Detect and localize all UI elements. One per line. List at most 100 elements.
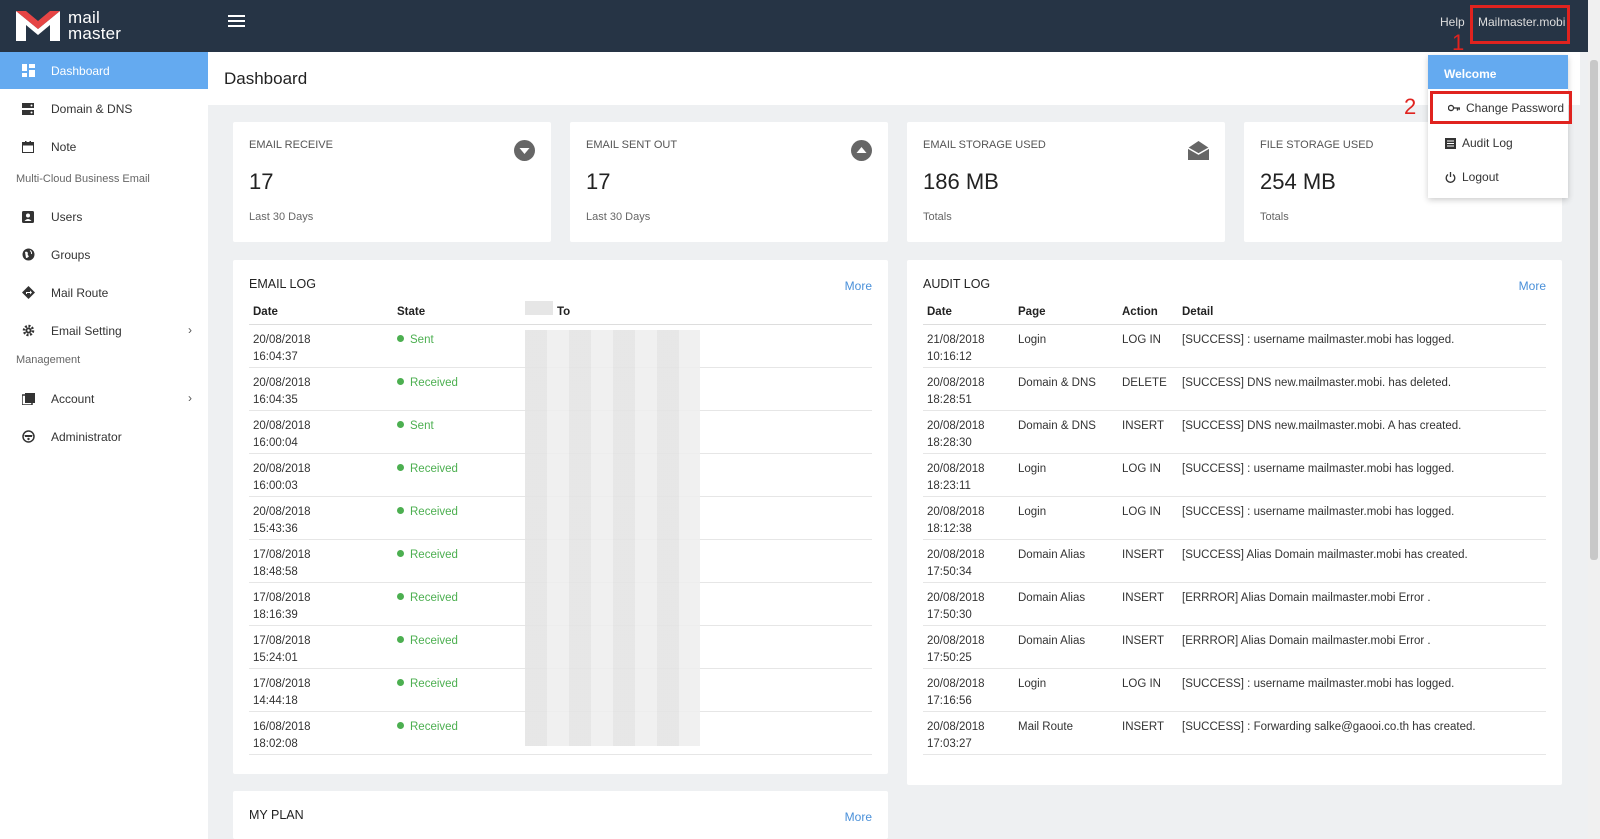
sidebar-item-account[interactable]: Account › bbox=[0, 380, 208, 417]
cell-state: Received bbox=[393, 625, 523, 669]
audit-log-more-link[interactable]: More bbox=[1518, 279, 1546, 293]
cell-detail: [SUCCESS] : Forwarding salke@gaooi.co.th… bbox=[1178, 711, 1546, 755]
sidebar-item-label: Domain & DNS bbox=[51, 101, 133, 116]
column-header-state: State bbox=[393, 300, 523, 325]
stat-card-email-storage: EMAIL STORAGE USED 186 MB Totals bbox=[907, 122, 1225, 242]
column-header-detail: Detail bbox=[1178, 300, 1546, 325]
book-icon bbox=[21, 392, 35, 406]
sidebar-item-domain-dns[interactable]: Domain & DNS bbox=[0, 90, 208, 127]
my-plan-card: MY PLAN More bbox=[233, 791, 888, 839]
menu-item-label: Audit Log bbox=[1462, 136, 1513, 150]
sidebar-item-email-setting[interactable]: Email Setting › bbox=[0, 312, 208, 349]
table-row[interactable]: 20/08/2018 18:28:51 Domain & DNS DELETE [SUC… bbox=[923, 367, 1546, 411]
state-label: Sent bbox=[410, 419, 434, 432]
table-row[interactable]: 21/08/2018 10:16:12 Login LOG IN [SUCCESS] :… bbox=[923, 324, 1546, 368]
calendar-icon bbox=[21, 140, 35, 154]
page-scrollbar[interactable] bbox=[1588, 0, 1600, 839]
list-icon bbox=[1444, 137, 1456, 149]
chevron-right-icon: › bbox=[188, 391, 192, 405]
sidebar-item-note[interactable]: Note bbox=[0, 128, 208, 165]
sidebar-item-label: Email Setting bbox=[51, 323, 122, 338]
table-row[interactable]: 20/08/2018 18:23:11 Login LOG IN [SUCCESS] :… bbox=[923, 453, 1546, 497]
stat-value: 186 MB bbox=[923, 169, 999, 194]
stat-label: EMAIL RECEIVE bbox=[249, 139, 333, 151]
sidebar-item-label: Dashboard bbox=[51, 63, 110, 78]
status-dot-icon bbox=[397, 678, 404, 686]
cell-date: 20/08/2018 18:28:30 bbox=[923, 410, 1014, 454]
cell-state: Received bbox=[393, 367, 523, 411]
my-plan-more-link[interactable]: More bbox=[844, 810, 872, 824]
cell-date: 17/08/2018 15:24:01 bbox=[249, 625, 393, 669]
email-log-more-link[interactable]: More bbox=[844, 279, 872, 293]
table-row[interactable]: 20/08/2018 17:03:27 Mail Route INSERT [SUCCE… bbox=[923, 711, 1546, 755]
hamburger-menu-icon[interactable] bbox=[228, 15, 245, 29]
state-label: Received bbox=[410, 591, 458, 604]
sidebar-item-administrator[interactable]: Administrator bbox=[0, 418, 208, 455]
card-title: EMAIL LOG bbox=[249, 277, 316, 291]
logo-text-line1: mail bbox=[68, 8, 100, 27]
admin-icon bbox=[21, 430, 35, 444]
table-row[interactable]: 20/08/2018 18:28:30 Domain & DNS INSERT [SUC… bbox=[923, 410, 1546, 454]
table-row[interactable]: 20/08/2018 18:12:38 Login LOG IN [SUCCESS] :… bbox=[923, 496, 1546, 540]
stat-card-email-receive: EMAIL RECEIVE 17 Last 30 Days bbox=[233, 122, 551, 242]
cell-date: 20/08/2018 18:23:11 bbox=[923, 453, 1014, 497]
cell-page: Login bbox=[1014, 324, 1118, 368]
sidebar-item-users[interactable]: Users bbox=[0, 198, 208, 235]
key-icon bbox=[1448, 102, 1460, 114]
cell-date: 20/08/2018 17:16:56 bbox=[923, 668, 1014, 712]
menu-item-label: Logout bbox=[1462, 170, 1499, 184]
user-menu-button[interactable]: Mailmaster.mobi bbox=[1478, 15, 1566, 29]
cell-action: INSERT bbox=[1118, 625, 1178, 669]
menu-item-logout[interactable]: Logout bbox=[1444, 170, 1499, 184]
state-label: Received bbox=[410, 720, 458, 733]
mailmaster-logo-icon bbox=[16, 11, 60, 41]
table-row[interactable]: 20/08/2018 17:50:34 Domain Alias INSERT [SUC… bbox=[923, 539, 1546, 583]
scrollbar-thumb[interactable] bbox=[1590, 60, 1598, 560]
stat-subtitle: Last 30 Days bbox=[249, 211, 314, 223]
redacted-header-area bbox=[525, 301, 553, 315]
app-logo[interactable]: mail master bbox=[14, 7, 121, 45]
cell-state: Received bbox=[393, 539, 523, 583]
status-dot-icon bbox=[397, 463, 404, 471]
logo-text-line2: master bbox=[68, 24, 122, 43]
cell-detail: [SUCCESS] : username mailmaster.mobi has… bbox=[1178, 324, 1546, 368]
cell-date: 20/08/2018 17:50:25 bbox=[923, 625, 1014, 669]
state-label: Sent bbox=[410, 333, 434, 346]
user-card-icon bbox=[21, 210, 35, 224]
cell-page: Login bbox=[1014, 668, 1118, 712]
sidebar-item-dashboard[interactable]: Dashboard bbox=[0, 52, 208, 89]
cell-state: Sent bbox=[393, 324, 523, 368]
menu-item-audit-log[interactable]: Audit Log bbox=[1444, 136, 1513, 150]
cell-date: 20/08/2018 16:04:37 bbox=[249, 324, 393, 368]
sidebar-item-mail-route[interactable]: Mail Route bbox=[0, 274, 208, 311]
cell-page: Login bbox=[1014, 496, 1118, 540]
cell-action: INSERT bbox=[1118, 410, 1178, 454]
sidebar-item-label: Groups bbox=[51, 247, 91, 262]
cell-state: Received bbox=[393, 496, 523, 540]
cell-detail: [SUCCESS] DNS new.mailmaster.mobi. A has… bbox=[1178, 410, 1546, 454]
table-row[interactable]: 20/08/2018 17:16:56 Login LOG IN [SUCCESS] :… bbox=[923, 668, 1546, 712]
cell-date: 20/08/2018 17:50:30 bbox=[923, 582, 1014, 626]
menu-item-change-password[interactable]: Change Password bbox=[1448, 101, 1564, 115]
cell-page: Mail Route bbox=[1014, 711, 1118, 755]
dashboard-icon bbox=[21, 64, 35, 78]
table-row[interactable]: 20/08/2018 17:50:25 Domain Alias INSERT [ERR… bbox=[923, 625, 1546, 669]
column-header-page: Page bbox=[1014, 300, 1118, 325]
state-label: Received bbox=[410, 548, 458, 561]
sidebar-item-groups[interactable]: Groups bbox=[0, 236, 208, 273]
state-label: Received bbox=[410, 462, 458, 475]
gear-icon bbox=[21, 324, 35, 338]
annotation-number-2: 2 bbox=[1404, 94, 1417, 119]
power-icon bbox=[1444, 171, 1456, 183]
state-label: Received bbox=[410, 505, 458, 518]
help-link[interactable]: Help bbox=[1440, 15, 1465, 29]
cell-date: 20/08/2018 17:50:34 bbox=[923, 539, 1014, 583]
sidebar-section-heading: Management bbox=[16, 354, 81, 366]
cell-state: Received bbox=[393, 582, 523, 626]
sidebar-item-label: Account bbox=[51, 391, 95, 406]
top-bar: mail master Help Mailmaster.mobi bbox=[0, 0, 1600, 52]
stat-label: EMAIL STORAGE USED bbox=[923, 139, 1046, 151]
cell-date: 16/08/2018 18:02:08 bbox=[249, 711, 393, 755]
sidebar-item-label: Note bbox=[51, 139, 77, 154]
table-row[interactable]: 20/08/2018 17:50:30 Domain Alias INSERT [ERR… bbox=[923, 582, 1546, 626]
